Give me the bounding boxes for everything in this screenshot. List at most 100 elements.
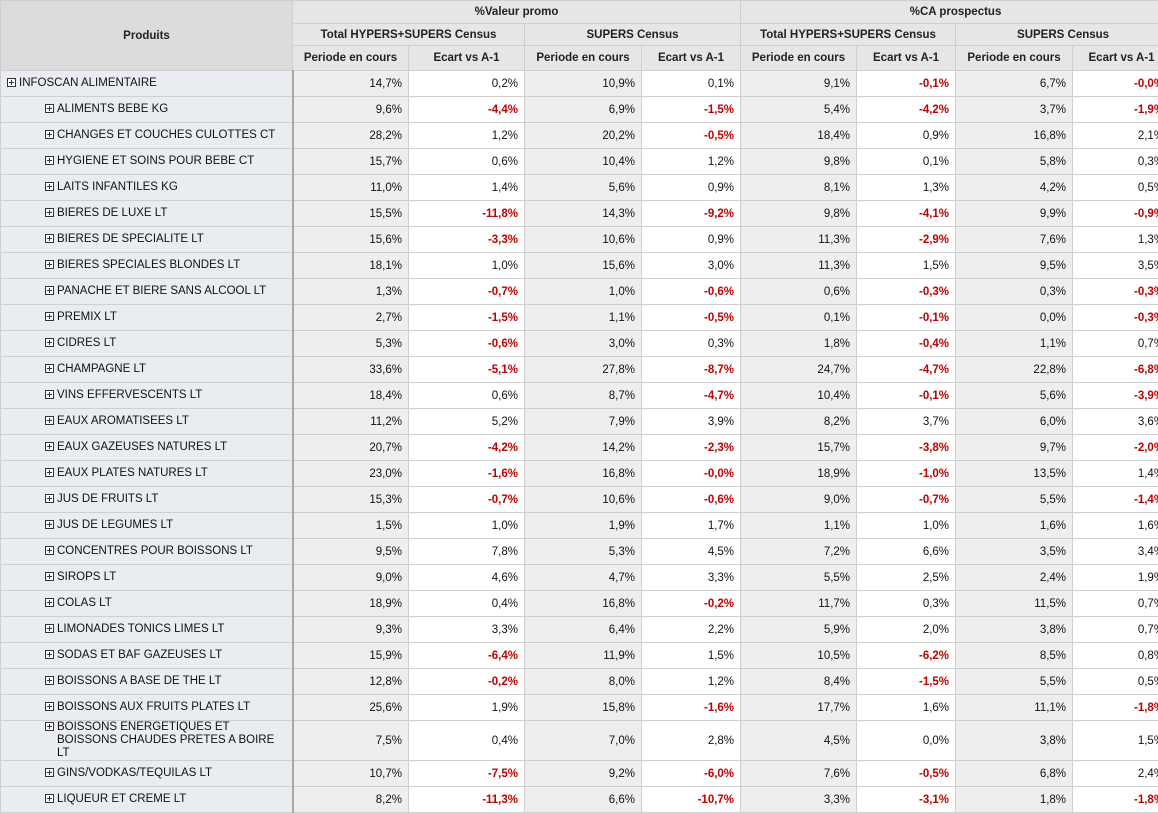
value-cell: 5,5% (741, 565, 857, 591)
product-cell: LIMONADES TONICS LIMES LT (1, 617, 293, 643)
delta-cell: 3,4% (1073, 539, 1158, 565)
value-cell: 3,3% (741, 787, 857, 813)
delta-cell: -1,5% (857, 669, 956, 695)
delta-cell: -7,5% (409, 761, 525, 787)
subgroup-header[interactable]: Total HYPERS+SUPERS Census (293, 24, 525, 46)
expand-icon[interactable] (45, 416, 54, 425)
product-cell: BOISSONS A BASE DE THE LT (1, 669, 293, 695)
value-cell: 12,8% (293, 669, 409, 695)
metric-header[interactable]: Periode en cours (741, 46, 857, 71)
delta-cell: 0,3% (642, 331, 741, 357)
value-cell: 11,1% (956, 695, 1073, 721)
product-name: PREMIX LT (57, 311, 117, 324)
value-cell: 7,9% (525, 409, 642, 435)
expand-icon[interactable] (45, 598, 54, 607)
product-cell: SODAS ET BAF GAZEUSES LT (1, 643, 293, 669)
value-cell: 8,2% (293, 787, 409, 813)
expand-icon[interactable] (45, 768, 54, 777)
metric-header[interactable]: Ecart vs A-1 (409, 46, 525, 71)
expand-icon[interactable] (45, 676, 54, 685)
product-cell: HYGIENE ET SOINS POUR BEBE CT (1, 149, 293, 175)
value-cell: 1,1% (525, 305, 642, 331)
expand-icon[interactable] (45, 572, 54, 581)
subgroup-header[interactable]: Total HYPERS+SUPERS Census (741, 24, 956, 46)
value-cell: 28,2% (293, 123, 409, 149)
value-cell: 11,2% (293, 409, 409, 435)
product-cell: BIERES SPECIALES BLONDES LT (1, 253, 293, 279)
expand-icon[interactable] (45, 312, 54, 321)
expand-icon[interactable] (45, 468, 54, 477)
value-cell: 6,8% (956, 761, 1073, 787)
delta-cell: 1,5% (857, 253, 956, 279)
expand-icon[interactable] (45, 390, 54, 399)
expand-icon[interactable] (45, 338, 54, 347)
value-cell: 11,5% (956, 591, 1073, 617)
delta-cell: 3,3% (409, 617, 525, 643)
value-cell: 18,9% (293, 591, 409, 617)
value-cell: 15,6% (525, 253, 642, 279)
expand-icon[interactable] (45, 650, 54, 659)
expand-icon[interactable] (45, 624, 54, 633)
expand-icon[interactable] (45, 494, 54, 503)
value-cell: 5,3% (293, 331, 409, 357)
expand-icon[interactable] (45, 364, 54, 373)
product-name: COLAS LT (57, 597, 112, 610)
value-cell: 14,3% (525, 201, 642, 227)
metric-header[interactable]: Periode en cours (293, 46, 409, 71)
group-header-ca-prospectus[interactable]: %CA prospectus (741, 1, 1158, 24)
value-cell: 18,4% (741, 123, 857, 149)
expand-icon[interactable] (45, 234, 54, 243)
subgroup-header[interactable]: SUPERS Census (956, 24, 1158, 46)
metric-header[interactable]: Ecart vs A-1 (857, 46, 956, 71)
value-cell: 23,0% (293, 461, 409, 487)
delta-cell: 1,9% (409, 695, 525, 721)
expand-icon[interactable] (45, 794, 54, 803)
delta-cell: -0,0% (642, 461, 741, 487)
expand-icon[interactable] (45, 182, 54, 191)
metric-header[interactable]: Ecart vs A-1 (642, 46, 741, 71)
expand-icon[interactable] (45, 520, 54, 529)
metric-header[interactable]: Ecart vs A-1 (1073, 46, 1158, 71)
expand-icon[interactable] (45, 156, 54, 165)
delta-cell: 0,6% (409, 383, 525, 409)
delta-cell: 1,3% (857, 175, 956, 201)
delta-cell: 0,4% (409, 721, 525, 761)
value-cell: 15,9% (293, 643, 409, 669)
value-cell: 11,3% (741, 227, 857, 253)
value-cell: 10,6% (525, 487, 642, 513)
delta-cell: -0,2% (409, 669, 525, 695)
value-cell: 2,4% (956, 565, 1073, 591)
delta-cell: 2,5% (857, 565, 956, 591)
group-header-valeur-promo[interactable]: %Valeur promo (293, 1, 741, 24)
expand-icon[interactable] (45, 130, 54, 139)
delta-cell: -6,8% (1073, 357, 1158, 383)
value-cell: 5,8% (956, 149, 1073, 175)
expand-icon[interactable] (45, 546, 54, 555)
subgroup-header[interactable]: SUPERS Census (525, 24, 741, 46)
delta-cell: 3,6% (1073, 409, 1158, 435)
value-cell: 7,5% (293, 721, 409, 761)
expand-icon[interactable] (45, 260, 54, 269)
product-name: CIDRES LT (57, 337, 116, 350)
expand-icon[interactable] (45, 702, 54, 711)
metric-header[interactable]: Periode en cours (956, 46, 1073, 71)
value-cell: 3,5% (956, 539, 1073, 565)
delta-cell: -4,7% (642, 383, 741, 409)
product-name: INFOSCAN ALIMENTAIRE (19, 77, 157, 90)
product-name: CONCENTRES POUR BOISSONS LT (57, 545, 253, 558)
expand-icon[interactable] (7, 78, 16, 87)
expand-icon[interactable] (45, 208, 54, 217)
value-cell: 7,0% (525, 721, 642, 761)
expand-icon[interactable] (45, 442, 54, 451)
product-cell: BIERES DE SPECIALITE LT (1, 227, 293, 253)
metric-header[interactable]: Periode en cours (525, 46, 642, 71)
value-cell: 9,9% (956, 201, 1073, 227)
expand-icon[interactable] (45, 104, 54, 113)
expand-icon[interactable] (45, 722, 54, 731)
expand-icon[interactable] (45, 286, 54, 295)
value-cell: 15,5% (293, 201, 409, 227)
